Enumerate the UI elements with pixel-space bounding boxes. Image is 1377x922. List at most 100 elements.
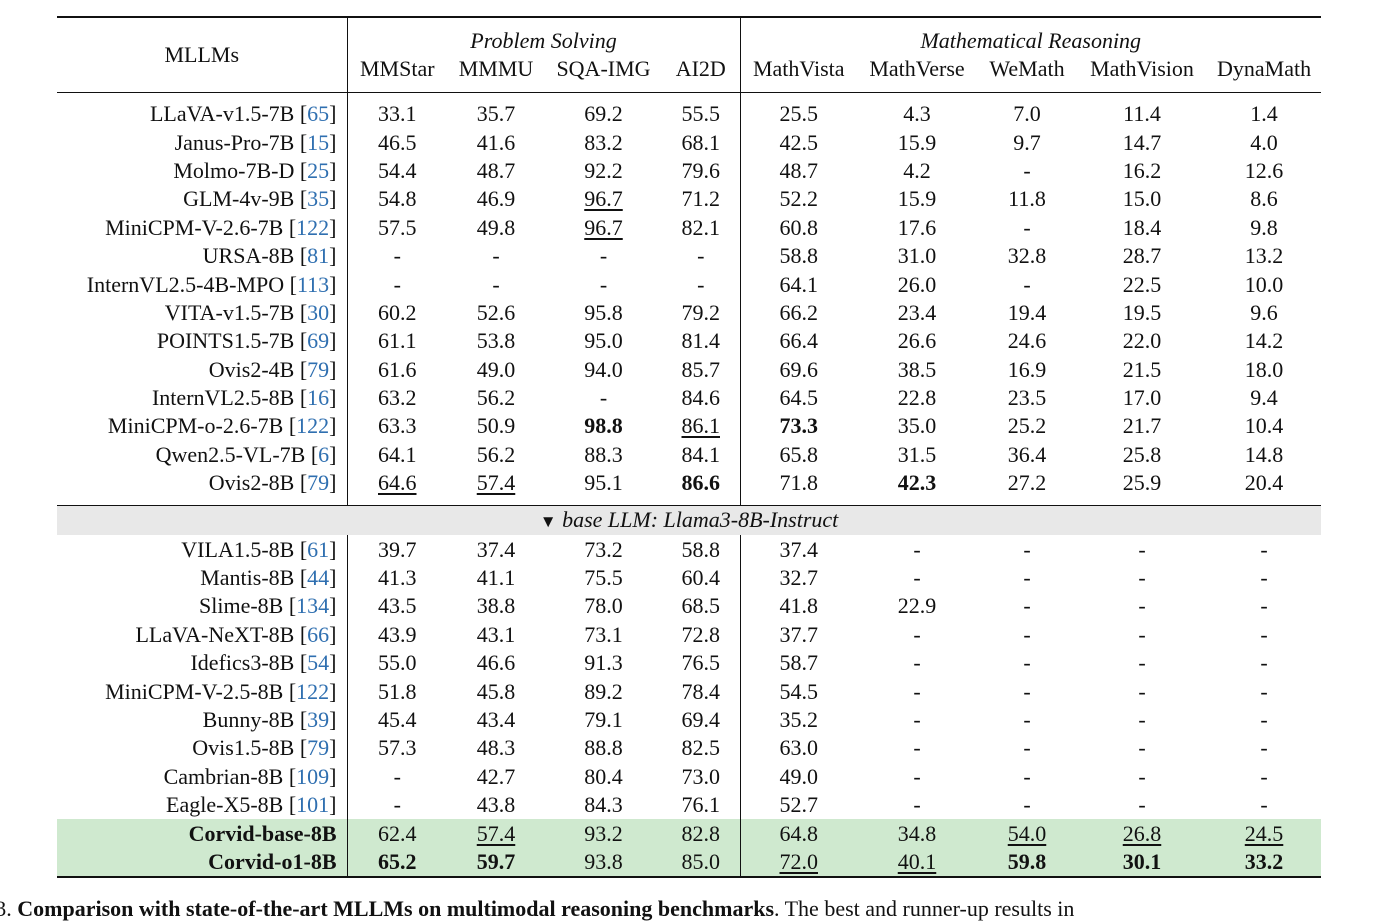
score-cell: 63.3 bbox=[378, 413, 417, 439]
citation-ref: 66 bbox=[307, 621, 330, 647]
score-cell: - bbox=[1023, 792, 1031, 818]
model-name: VILA1.5-8B [ bbox=[181, 536, 308, 562]
score-cell: 64.5 bbox=[779, 385, 819, 411]
score-cell: 89.2 bbox=[584, 678, 623, 704]
score-cell: 10.4 bbox=[1244, 413, 1284, 439]
citation-close: ] bbox=[329, 328, 337, 354]
score-cell: 49.0 bbox=[779, 763, 819, 789]
score-cell: 39.7 bbox=[378, 536, 417, 562]
score-cell: 15.9 bbox=[897, 186, 937, 212]
score-cell: 82.5 bbox=[662, 734, 741, 763]
model-name-cell: LLaVA-v1.5-7B [65] bbox=[57, 92, 348, 129]
table-row: MiniCPM-V-2.6-7B [122] 57.5 49.8 96.7 82.1 60… bbox=[57, 213, 1321, 242]
table-row: Qwen2.5-VL-7B [6] 64.1 56.2 88.3 84.1 65.8 31.… bbox=[57, 440, 1321, 470]
score-cell: - bbox=[1023, 536, 1031, 562]
score-cell: 52.2 bbox=[779, 186, 819, 212]
score-cell: 54.8 bbox=[378, 186, 417, 212]
column-header: SQA-IMG bbox=[545, 54, 662, 93]
column-header: MMStar bbox=[347, 54, 447, 93]
score-cell: 22.5 bbox=[1122, 271, 1162, 297]
citation-close: ] bbox=[329, 186, 337, 212]
table-row: Cambrian-8B [109] - 42.7 80.4 73.0 49.0 - - - - bbox=[57, 762, 1321, 791]
section-label: base LLM: Llama3-8B-Instruct bbox=[562, 507, 839, 533]
score-cell: 88.8 bbox=[584, 735, 623, 761]
score-cell: 52.6 bbox=[476, 299, 516, 325]
score-cell: 68.5 bbox=[662, 592, 741, 621]
table-row: VITA-v1.5-7B [30] 60.2 52.6 95.8 79.2 66.2 23.… bbox=[57, 298, 1321, 328]
score-cell: 84.1 bbox=[662, 440, 741, 470]
table-row: Eagle-X5-8B [101] - 43.8 84.3 76.1 52.7 - - - - bbox=[57, 790, 1321, 820]
score-cell: 46.5 bbox=[378, 129, 417, 155]
score-cell: 17.0 bbox=[1122, 385, 1162, 411]
score-cell: 57.5 bbox=[378, 214, 417, 240]
score-cell: 42.5 bbox=[779, 129, 819, 155]
score-cell: 84.6 bbox=[662, 383, 741, 413]
citation-ref: 39 bbox=[307, 707, 330, 732]
score-cell: 10.0 bbox=[1244, 271, 1284, 297]
model-name-cell: Cambrian-8B [109] bbox=[57, 762, 348, 791]
score-cell: 1.4 bbox=[1250, 101, 1278, 127]
score-cell: 18.4 bbox=[1122, 214, 1162, 240]
score-cell: 50.9 bbox=[476, 413, 516, 439]
score-cell: 72.0 bbox=[740, 847, 857, 879]
model-name: MiniCPM-o-2.6-7B [ bbox=[107, 413, 297, 439]
model-name-cell: Bunny-8B [39] bbox=[57, 705, 348, 735]
model-name: Bunny-8B [ bbox=[202, 707, 308, 732]
score-cell: 25.2 bbox=[1007, 413, 1047, 439]
score-cell: - bbox=[913, 707, 921, 732]
score-cell: 21.7 bbox=[1122, 413, 1162, 439]
score-cell: 22.8 bbox=[897, 385, 937, 411]
citation-close: ] bbox=[329, 792, 337, 818]
model-name-cell: Molmo-7B-D [25] bbox=[57, 156, 348, 186]
model-name-cell: Corvid-o1-8B bbox=[57, 847, 348, 879]
model-name: VITA-v1.5-7B [ bbox=[164, 299, 308, 325]
section-divider: ▼ base LLM: Llama3-8B-Instruct bbox=[57, 505, 1322, 536]
model-name: Idefics3-8B [ bbox=[190, 650, 308, 676]
score-cell: 93.8 bbox=[545, 847, 662, 879]
score-cell: 49.0 bbox=[476, 356, 516, 382]
results-table: MLLMs Problem Solving Mathematical Reaso… bbox=[57, 16, 1322, 879]
score-cell: 15.9 bbox=[897, 129, 937, 155]
score-cell: - bbox=[393, 763, 401, 789]
score-cell: - bbox=[492, 271, 500, 297]
score-cell: 96.7 bbox=[584, 214, 623, 240]
score-cell: 80.4 bbox=[584, 763, 623, 789]
model-name-cell: VITA-v1.5-7B [30] bbox=[57, 298, 348, 328]
model-name-cell: MiniCPM-V-2.6-7B [122] bbox=[57, 213, 348, 242]
score-cell: - bbox=[1138, 621, 1146, 647]
score-cell: 4.0 bbox=[1250, 129, 1278, 155]
citation-close: ] bbox=[329, 214, 337, 240]
citation-close: ] bbox=[329, 593, 337, 619]
score-cell: 73.2 bbox=[584, 536, 623, 562]
score-cell: 21.5 bbox=[1122, 356, 1162, 382]
score-cell: 46.6 bbox=[476, 650, 516, 676]
score-cell: - bbox=[1023, 214, 1031, 240]
model-name: Ovis1.5-8B [ bbox=[192, 735, 308, 761]
score-cell: 53.8 bbox=[476, 328, 516, 354]
table-row: Janus-Pro-7B [15] 46.5 41.6 83.2 68.1 42.5 15.… bbox=[57, 128, 1321, 157]
score-cell: - bbox=[1023, 157, 1031, 183]
score-cell: 54.0 bbox=[977, 819, 1077, 848]
table-row: Mantis-8B [44] 41.3 41.1 75.5 60.4 32.7 - - - - bbox=[57, 563, 1321, 593]
score-cell: 60.8 bbox=[779, 214, 819, 240]
score-cell: 16.9 bbox=[1007, 356, 1047, 382]
score-cell: 24.5 bbox=[1207, 819, 1322, 848]
score-cell: 9.6 bbox=[1250, 299, 1278, 325]
score-cell: 17.6 bbox=[897, 214, 937, 240]
model-name-cell: InternVL2.5-8B [16] bbox=[57, 383, 348, 413]
header-group-math-reasoning: Mathematical Reasoning bbox=[740, 16, 1322, 54]
score-cell: 16.2 bbox=[1122, 157, 1162, 183]
citation-close: ] bbox=[329, 650, 337, 676]
score-cell: 15.0 bbox=[1122, 186, 1162, 212]
citation-ref: 79 bbox=[307, 470, 330, 496]
score-cell: 35.2 bbox=[779, 707, 819, 732]
citation-close: ] bbox=[329, 101, 337, 127]
score-cell: 9.7 bbox=[1013, 129, 1041, 155]
model-name: GLM-4v-9B [ bbox=[183, 186, 308, 212]
score-cell: 79.6 bbox=[662, 156, 741, 186]
score-cell: - bbox=[1138, 792, 1146, 818]
score-cell: 81.4 bbox=[662, 327, 741, 356]
score-cell: 36.4 bbox=[1007, 441, 1047, 467]
caption-bold: Comparison with state-of-the-art MLLMs o… bbox=[17, 896, 775, 921]
score-cell: 54.4 bbox=[378, 157, 417, 183]
